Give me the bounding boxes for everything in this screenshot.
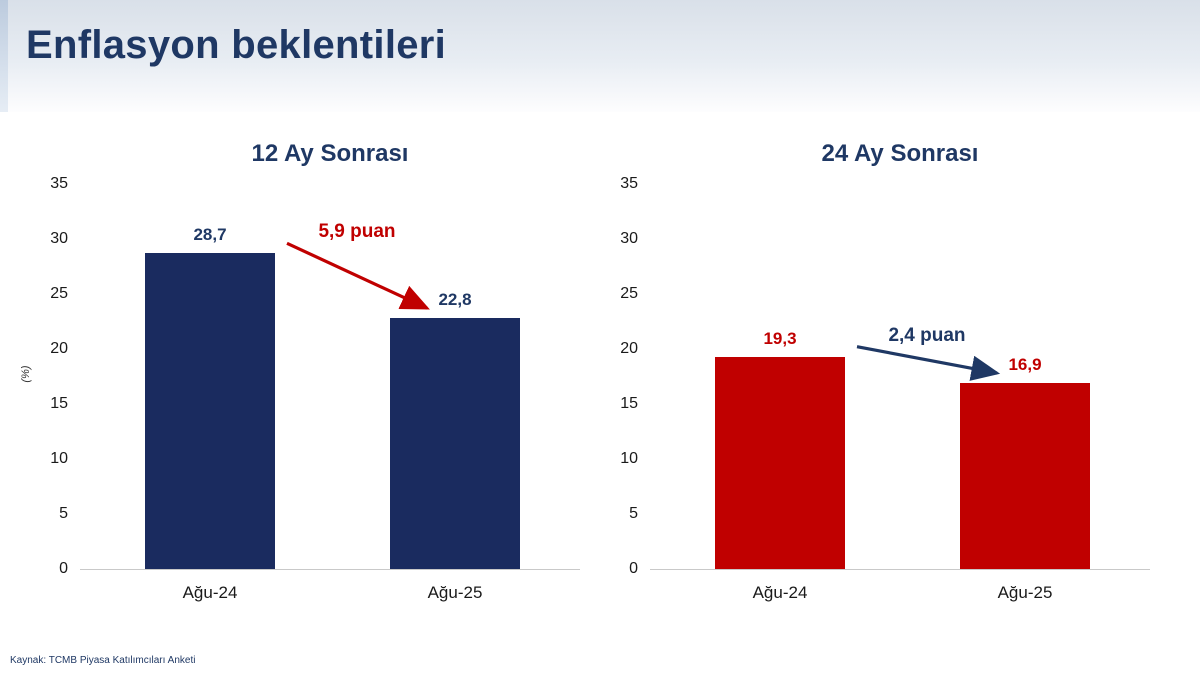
y-axis-tick-label: 30 — [50, 230, 68, 247]
annotation-label: 2,4 puan — [888, 324, 966, 346]
x-axis-line — [80, 569, 580, 570]
category-label: Ağu-25 — [427, 583, 483, 602]
bar — [145, 253, 275, 569]
x-axis-line — [650, 569, 1150, 570]
y-axis-title: (%) — [20, 365, 32, 383]
bar-value-label: 22,8 — [438, 290, 472, 310]
y-axis-tick-label: 35 — [620, 175, 638, 192]
chart-title-24ay: 24 Ay Sonrası — [821, 140, 979, 167]
annotation-label: 5,9 puan — [318, 221, 396, 243]
y-axis-tick-label: 15 — [50, 395, 68, 412]
chart-panel-12ay: 12 Ay Sonrası 35 30 25 20 15 10 5 0 (%) 28,7 Ağu-2… — [20, 140, 580, 624]
bar — [960, 383, 1090, 569]
y-axis-tick-label: 35 — [50, 175, 68, 192]
category-label: Ağu-24 — [752, 583, 808, 602]
y-axis-tick-label: 10 — [50, 450, 68, 467]
plot-area-12ay: 35 30 25 20 15 10 5 0 (%) 28,7 Ağu-24 22,8 Ağu-25 5,9… — [20, 175, 580, 624]
y-axis-tick-label: 10 — [620, 450, 638, 467]
category-label: Ağu-24 — [182, 583, 238, 602]
y-axis-tick-label: 5 — [629, 505, 638, 522]
y-axis-tick-label: 20 — [620, 340, 638, 357]
bar-value-label: 28,7 — [193, 225, 227, 245]
page-title: Enflasyon beklentileri — [26, 23, 447, 67]
bar-value-label: 16,9 — [1008, 355, 1042, 375]
bar — [715, 356, 845, 569]
bar-value-label: 19,3 — [763, 328, 797, 348]
y-axis-tick-label: 5 — [59, 505, 68, 522]
y-axis-tick-label: 15 — [620, 395, 638, 412]
y-axis-tick-label: 25 — [620, 285, 638, 302]
y-axis-tick-label: 30 — [620, 230, 638, 247]
plot-area-24ay: 35 30 25 20 15 10 5 0 19,3 Ağu-24 16,9 Ağu-25 2,4 pu… — [590, 175, 1150, 624]
y-axis-tick-label: 0 — [59, 560, 68, 577]
bar — [390, 318, 520, 569]
y-axis-tick-label: 25 — [50, 285, 68, 302]
chart-title-12ay: 12 Ay Sonrası — [251, 140, 409, 167]
chart-panel-24ay: 24 Ay Sonrası 35 30 25 20 15 10 5 0 19,3 Ağu-24 16… — [590, 140, 1150, 624]
y-axis-tick-label: 0 — [629, 560, 638, 577]
category-label: Ağu-25 — [997, 583, 1053, 602]
source-note: Kaynak: TCMB Piyasa Katılımcıları Anketi — [10, 655, 196, 666]
y-axis-tick-label: 20 — [50, 340, 68, 357]
header-band: Enflasyon beklentileri — [0, 0, 1200, 112]
